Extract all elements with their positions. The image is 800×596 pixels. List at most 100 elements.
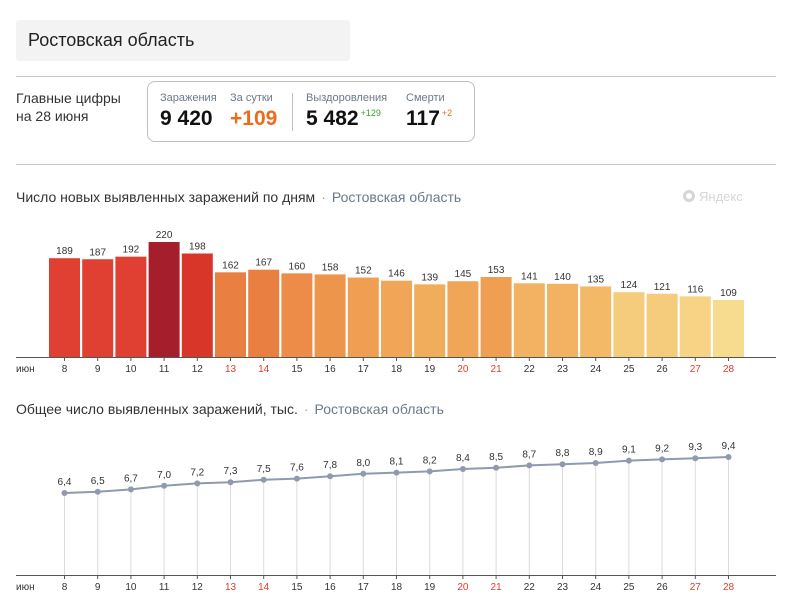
line-x-tick-label: 12 <box>192 582 204 593</box>
bar-value-label: 187 <box>89 247 106 258</box>
line-point <box>493 464 500 471</box>
line-point <box>659 456 666 463</box>
bar-x-tick-label: 14 <box>258 364 270 375</box>
line-value-label: 7,5 <box>257 464 271 475</box>
bar <box>713 300 744 357</box>
bar-chart-region: Ростовская область <box>331 189 462 205</box>
line-point <box>559 461 566 468</box>
bar-x-tick-label: 16 <box>325 364 337 375</box>
main-figures-date: на 28 июня <box>16 108 89 124</box>
line-chart-title: Общее число выявленных заражений, тыс. · Р… <box>16 401 444 417</box>
per-day-label: За сутки <box>230 92 273 104</box>
line-point <box>393 469 400 476</box>
stat-recovered: Выздоровления 5 482 +129 <box>306 92 387 131</box>
line-value-label: 9,2 <box>655 443 669 454</box>
bar <box>248 269 280 357</box>
bar-value-label: 139 <box>421 272 438 283</box>
bar <box>314 274 346 357</box>
bar-x-tick-label: 18 <box>391 364 403 375</box>
bar <box>414 284 446 357</box>
line-point <box>293 475 300 482</box>
line-x-tick-label: 10 <box>125 582 137 593</box>
line-point <box>161 482 168 489</box>
line-value-label: 6,4 <box>58 477 72 488</box>
line-month-label: июн <box>16 582 35 593</box>
line-x-tick-label: 14 <box>258 582 270 593</box>
line-x-tick-label: 11 <box>159 582 170 593</box>
bar-x-tick-label: 17 <box>358 364 370 375</box>
bar <box>513 283 545 357</box>
line-value-label: 8,8 <box>556 448 570 459</box>
line-x-tick-label: 16 <box>325 582 337 593</box>
line-point <box>625 457 632 464</box>
bar-value-label: 140 <box>554 272 571 283</box>
region-selector[interactable]: Ростовская область <box>16 20 350 61</box>
watermark-text: Яндекс <box>699 189 743 204</box>
bar-value-label: 160 <box>289 261 306 272</box>
line-x-tick-label: 15 <box>291 582 303 593</box>
line-x-tick-label: 21 <box>491 582 503 593</box>
line-value-label: 8,5 <box>489 452 503 463</box>
bar-x-tick-label: 28 <box>723 364 735 375</box>
bar-x-tick-label: 20 <box>457 364 469 375</box>
line-point <box>725 454 732 460</box>
line-value-label: 8,4 <box>456 453 470 464</box>
line-point <box>327 473 334 480</box>
per-day-value: +109 <box>230 107 278 130</box>
line-point <box>94 488 101 495</box>
line-x-tick-label: 18 <box>391 582 403 593</box>
bar <box>82 259 114 357</box>
bar-chart-title: Число новых выявленных заражений по дням… <box>16 189 462 205</box>
bar-x-tick-label: 22 <box>524 364 536 375</box>
bar <box>49 258 80 357</box>
line-point <box>526 462 533 469</box>
divider-middle <box>16 164 776 165</box>
bar <box>181 253 213 357</box>
line-x-tick-label: 19 <box>424 582 436 593</box>
line-x-tick-label: 13 <box>225 582 237 593</box>
bar-x-tick-label: 10 <box>125 364 137 375</box>
region-name: Ростовская область <box>28 30 195 50</box>
bar <box>215 272 246 357</box>
bar-x-tick-label: 19 <box>424 364 436 375</box>
line-value-label: 8,1 <box>390 457 404 468</box>
line-value-label: 8,9 <box>589 447 603 458</box>
bar-x-tick-label: 9 <box>95 364 101 375</box>
line-point <box>227 479 234 486</box>
line-x-tick-label: 27 <box>690 582 702 593</box>
stat-per-day: За сутки +109 <box>230 92 277 131</box>
stats-card: Заражения 9 420 За сутки +109 Выздоровле… <box>147 81 475 142</box>
infections-label: Заражения <box>160 92 217 104</box>
line-chart-title-text: Общее число выявленных заражений, тыс. <box>16 401 298 417</box>
main-figures-label-line1: Главные цифры <box>16 90 121 106</box>
line-value-label: 7,0 <box>157 470 171 481</box>
bar <box>580 286 612 357</box>
bar-value-label: 146 <box>388 269 405 280</box>
line-x-tick-label: 25 <box>623 582 635 593</box>
bar <box>679 296 711 357</box>
bar-x-tick-label: 24 <box>590 364 602 375</box>
bar-value-label: 152 <box>355 266 372 277</box>
bar <box>646 293 678 357</box>
infections-value: 9 420 <box>160 107 213 130</box>
line-point <box>61 490 68 496</box>
line-value-label: 7,8 <box>323 460 337 471</box>
bar <box>480 277 512 357</box>
line-chart: 6,4 6,5 6,7 7,0 7,2 7,3 7,5 7,6 7,8 8,0 8,1 8,2 8,4 8… <box>16 441 776 593</box>
bar-x-tick-label: 27 <box>690 364 702 375</box>
line-x-tick-label: 24 <box>590 582 602 593</box>
bar-x-tick-label: 8 <box>62 364 68 375</box>
line-value-label: 6,5 <box>91 476 105 487</box>
line-value-label: 8,0 <box>356 458 370 469</box>
bar-value-label: 158 <box>322 262 339 273</box>
line-point <box>127 486 134 493</box>
divider-top <box>16 76 776 77</box>
bar <box>547 283 578 357</box>
line-value-label: 9,3 <box>688 442 702 453</box>
bar-value-label: 145 <box>455 269 472 280</box>
line-point <box>459 466 466 472</box>
bar-x-tick-label: 13 <box>225 364 237 375</box>
line-value-label: 8,2 <box>423 455 437 466</box>
line-value-label: 9,4 <box>722 441 736 452</box>
line-point <box>426 468 433 475</box>
